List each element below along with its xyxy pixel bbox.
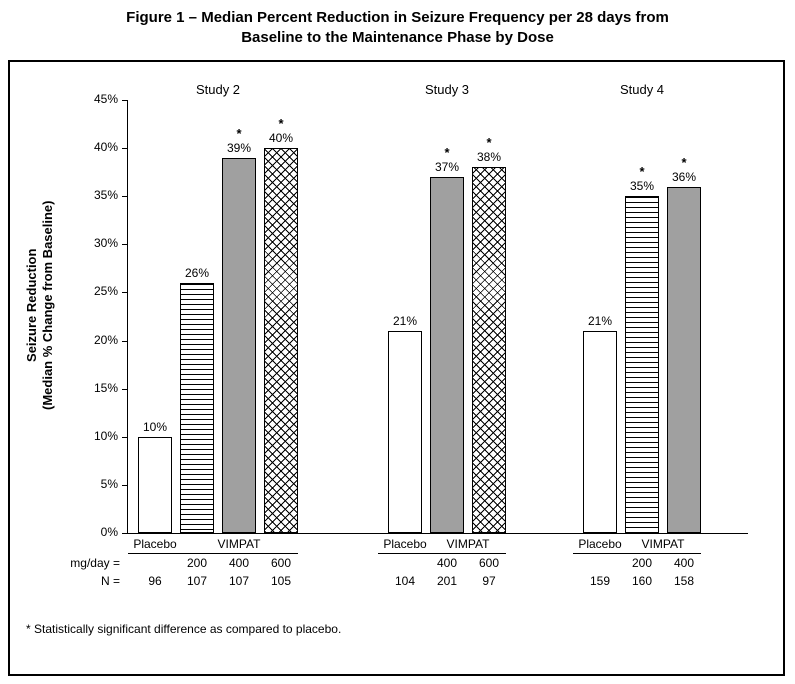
- dose-value: 200: [631, 556, 653, 570]
- study-label-study-2: Study 2: [195, 82, 241, 97]
- significance-star: *: [236, 126, 242, 141]
- vimpat-label-study-4: VIMPAT: [625, 537, 701, 554]
- bar-value-label: 21%: [392, 314, 418, 328]
- vimpat-label-study-2: VIMPAT: [180, 537, 298, 554]
- y-axis-title-line1: Seizure Reduction: [23, 248, 39, 362]
- y-tick-mark: [122, 533, 128, 534]
- bar-study-3-400mg: [430, 177, 464, 533]
- dose-value: 400: [436, 556, 458, 570]
- figure-title: Figure 1 – Median Percent Reduction in S…: [0, 8, 795, 49]
- dose-value: 200: [186, 556, 208, 570]
- y-tick-label: 5%: [100, 476, 118, 491]
- bar-value-label: 35%: [629, 179, 655, 193]
- chart-frame: Seizure Reduction (Median % Change from …: [8, 60, 785, 676]
- vimpat-label-study-3: VIMPAT: [430, 537, 506, 554]
- y-tick-label: 45%: [93, 92, 118, 106]
- y-tick-label: 25%: [93, 284, 118, 299]
- bar-value-label: 36%: [671, 170, 697, 184]
- bar-study-3-placebo: [388, 331, 422, 533]
- y-tick-mark: [122, 436, 128, 438]
- bar-value-label: 10%: [142, 420, 168, 434]
- y-tick-mark: [122, 484, 128, 486]
- study-label-study-3: Study 3: [424, 82, 470, 97]
- n-value: 160: [631, 574, 653, 588]
- y-tick-mark: [122, 388, 128, 390]
- bar-study-2-placebo: [138, 437, 172, 533]
- n-value: 201: [436, 574, 458, 588]
- study-label-study-4: Study 4: [619, 82, 665, 97]
- significance-star: *: [486, 135, 492, 150]
- significance-star: *: [681, 155, 687, 170]
- bar-study-4-200mg: [625, 196, 659, 533]
- n-value: 105: [270, 574, 292, 588]
- y-tick-label: 40%: [93, 140, 118, 155]
- figure-title-line2: Baseline to the Maintenance Phase by Dos…: [241, 29, 554, 47]
- bar-study-2-600mg: [264, 148, 298, 533]
- y-tick-mark: [122, 340, 128, 342]
- bar-study-2-200mg: [180, 283, 214, 533]
- n-row-label: N =: [100, 574, 120, 588]
- y-tick-label: 30%: [93, 236, 118, 251]
- n-value: 104: [394, 574, 416, 588]
- y-tick-mark: [122, 292, 128, 294]
- bar-value-label: 38%: [476, 150, 502, 164]
- y-tick-label: 0%: [100, 525, 118, 539]
- bar-study-2-400mg: [222, 158, 256, 533]
- y-tick-mark: [122, 196, 128, 198]
- bar-value-label: 21%: [587, 314, 613, 328]
- placebo-label-study-3: Placebo: [378, 537, 432, 554]
- y-axis-title: Seizure Reduction (Median % Change from …: [24, 75, 57, 535]
- plot-area: 0% 5% 10% 15% 20% 25% 30% 35% 40% 45% Study 2 10% 96…: [70, 82, 748, 588]
- n-value: 96: [148, 574, 162, 588]
- mgday-row-label: mg/day =: [70, 556, 120, 570]
- bar-study-4-placebo: [583, 331, 617, 533]
- y-tick-label: 35%: [93, 188, 118, 203]
- bar-study-3-600mg: [472, 167, 506, 533]
- dose-value: 400: [673, 556, 695, 570]
- significance-star: *: [444, 145, 450, 160]
- dose-value: 600: [478, 556, 500, 570]
- bar-value-label: 37%: [434, 160, 460, 174]
- bar-value-label: 40%: [268, 131, 294, 145]
- bar-value-label: 26%: [184, 266, 210, 280]
- y-tick-label: 15%: [93, 380, 118, 395]
- dose-value: 600: [270, 556, 292, 570]
- y-tick-mark: [122, 100, 128, 101]
- footnote: * Statistically significant difference a…: [26, 622, 342, 636]
- y-tick-mark: [122, 148, 128, 150]
- placebo-label-study-2: Placebo: [128, 537, 182, 554]
- n-value: 158: [673, 574, 695, 588]
- y-tick-mark: [122, 244, 128, 246]
- n-value: 107: [186, 574, 208, 588]
- placebo-label-study-4: Placebo: [573, 537, 627, 554]
- figure-title-line1: Figure 1 – Median Percent Reduction in S…: [126, 9, 669, 26]
- y-tick-label: 10%: [93, 428, 118, 443]
- y-tick-label: 20%: [93, 332, 118, 347]
- bar-study-4-400mg: [667, 187, 701, 533]
- significance-star: *: [278, 116, 284, 131]
- n-value: 107: [228, 574, 250, 588]
- y-axis-title-line2: (Median % Change from Baseline): [40, 200, 55, 410]
- significance-star: *: [639, 164, 645, 179]
- n-value: 159: [589, 574, 611, 588]
- n-value: 97: [482, 574, 496, 588]
- dose-value: 400: [228, 556, 250, 570]
- bar-value-label: 39%: [226, 141, 252, 155]
